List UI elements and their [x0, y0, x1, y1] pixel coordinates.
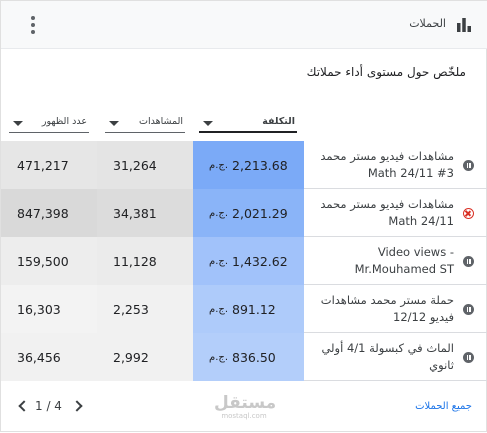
currency-label: ج.م. [209, 351, 229, 363]
card-title: الحملات [409, 17, 446, 30]
table-row[interactable]: 847,398 34,381 ج.م. 2,021.29 مشاهدات فيدي… [1, 189, 487, 237]
all-campaigns-link[interactable]: جميع الحملات [415, 401, 472, 412]
campaign-name-cell[interactable]: الماث في كبسولة 4/1 أولي ثانوي [304, 333, 487, 381]
table-row[interactable]: 159,500 11,128 ج.م. 1,432.62 Video views … [1, 237, 487, 285]
views-cell: 34,381 [97, 189, 193, 237]
cost-cell: ج.م. 836.50 [193, 333, 304, 381]
impressions-cell: 159,500 [1, 237, 97, 285]
more-options-icon[interactable] [25, 14, 41, 36]
cost-value: 891.12 [232, 301, 276, 317]
currency-label: ج.م. [209, 159, 229, 171]
column-header-views[interactable]: المشاهدات [105, 113, 185, 133]
summary-text: ملخّص حول مستوى أداء حملاتك [306, 65, 466, 79]
table-row[interactable]: 16,303 2,253 ج.م. 891.12 حملة مستر محمد م… [1, 285, 487, 333]
sort-caret-icon [13, 121, 23, 126]
impressions-cell: 36,456 [1, 333, 97, 381]
currency-label: ج.م. [209, 207, 229, 219]
cost-value: 836.50 [232, 349, 276, 365]
cost-value: 2,021.29 [232, 205, 288, 221]
removed-status-icon [463, 208, 474, 219]
cost-cell: ج.م. 2,213.68 [193, 141, 304, 189]
chevron-right-icon[interactable] [71, 400, 83, 412]
paused-status-icon [463, 304, 474, 315]
watermark-domain: mostaql.com [221, 412, 267, 420]
views-cell: 2,992 [97, 333, 193, 381]
cost-value: 2,213.68 [232, 157, 288, 173]
campaign-table: 471,217 31,264 ج.م. 2,213.68 مشاهدات فيدي… [1, 141, 487, 381]
paused-status-icon [463, 256, 474, 267]
campaign-name-cell[interactable]: مشاهدات فيديو مستر محمد Math 24/11 [304, 189, 487, 237]
sort-caret-icon [109, 121, 119, 126]
card-header: الحملات [1, 1, 487, 49]
table-row[interactable]: 471,217 31,264 ج.م. 2,213.68 مشاهدات فيدي… [1, 141, 487, 189]
column-label-views: المشاهدات [139, 116, 183, 127]
views-cell: 31,264 [97, 141, 193, 189]
cost-cell: ج.م. 1,432.62 [193, 237, 304, 285]
column-label-cost: التكلفة [262, 116, 295, 127]
currency-label: ج.م. [209, 255, 229, 267]
campaign-name: مشاهدات فيديو مستر محمد Math 24/11 #3 [320, 149, 454, 180]
sort-caret-icon [203, 121, 213, 126]
cost-value: 1,432.62 [232, 253, 288, 269]
bar-chart-icon [457, 18, 471, 32]
paused-status-icon [463, 160, 474, 171]
campaign-name: Video views - Mr.Mouhamed ST [354, 245, 454, 276]
card-footer: جميع الحملات 1 / 4 [1, 381, 487, 433]
cost-cell: ج.م. 891.12 [193, 285, 304, 333]
campaign-name: مشاهدات فيديو مستر محمد Math 24/11 [320, 197, 454, 228]
campaign-name: الماث في كبسولة 4/1 أولي ثانوي [321, 341, 454, 372]
views-cell: 11,128 [97, 237, 193, 285]
campaign-name-cell[interactable]: Video views - Mr.Mouhamed ST [304, 237, 487, 285]
campaign-name-cell[interactable]: مشاهدات فيديو مستر محمد Math 24/11 #3 [304, 141, 487, 189]
watermark-logo: مستقل mostaql.com [214, 393, 277, 420]
currency-label: ج.م. [209, 303, 229, 315]
watermark-text: مستقل [214, 393, 277, 413]
campaign-name: حملة مستر محمد مشاهدات فيديو 12/12 [320, 293, 454, 324]
page-indicator: 1 / 4 [35, 399, 62, 413]
paused-status-icon [463, 352, 474, 363]
campaign-name-cell[interactable]: حملة مستر محمد مشاهدات فيديو 12/12 [304, 285, 487, 333]
impressions-cell: 16,303 [1, 285, 97, 333]
impressions-cell: 471,217 [1, 141, 97, 189]
chevron-left-icon[interactable] [18, 400, 30, 412]
table-row[interactable]: 36,456 2,992 ج.م. 836.50 الماث في كبسولة … [1, 333, 487, 381]
cost-cell: ج.م. 2,021.29 [193, 189, 304, 237]
column-header-impressions[interactable]: عدد الظهور [9, 113, 89, 133]
column-header-cost[interactable]: التكلفة [199, 113, 297, 133]
impressions-cell: 847,398 [1, 189, 97, 237]
column-label-impressions: عدد الظهور [41, 116, 87, 127]
views-cell: 2,253 [97, 285, 193, 333]
